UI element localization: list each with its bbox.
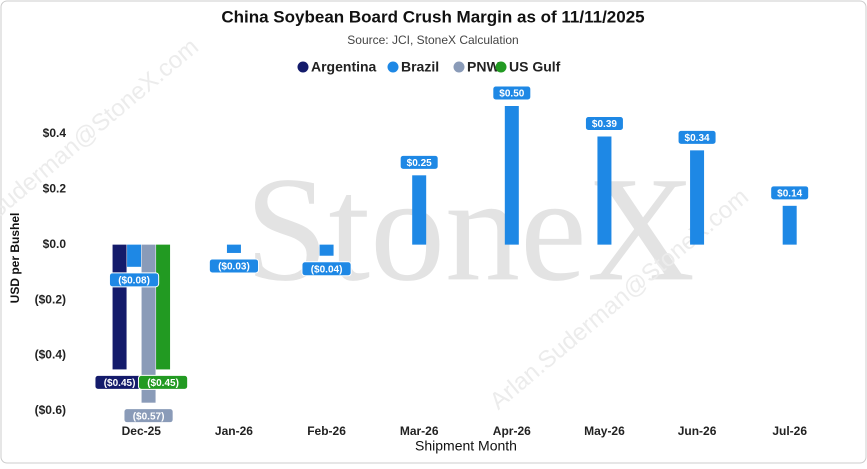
value-label-box (770, 185, 810, 201)
value-label-box (123, 408, 174, 424)
legend-label: Brazil (401, 59, 439, 75)
x-tick-label: Dec-25 (122, 424, 162, 438)
value-label: $0.39 (592, 119, 617, 130)
x-tick-label: Apr-26 (493, 424, 531, 438)
bar (226, 244, 241, 253)
x-tick-label: Jul-26 (772, 424, 807, 438)
value-label-box (208, 258, 260, 274)
legend-swatch (387, 61, 399, 73)
value-label: $0.14 (777, 188, 802, 199)
bar (690, 150, 705, 245)
bar (504, 106, 519, 245)
x-axis-title: Shipment Month (415, 438, 517, 454)
y-tick-label: ($0.6) (35, 403, 66, 417)
legend-label: PNW (467, 59, 500, 75)
x-tick-label: Jan-26 (215, 424, 253, 438)
x-tick-label: Feb-26 (307, 424, 346, 438)
x-tick-label: Jun-26 (678, 424, 717, 438)
value-label: ($0.04) (311, 264, 343, 275)
value-label: $0.50 (499, 89, 524, 100)
legend-swatch (495, 61, 507, 73)
value-label-box (137, 374, 189, 390)
value-label-box (492, 85, 532, 101)
y-tick-label: ($0.4) (35, 348, 66, 362)
bar (782, 205, 797, 245)
legend-swatch (297, 61, 309, 73)
bar (127, 244, 142, 267)
bar (412, 175, 427, 245)
chart-subtitle: Source: JCI, StoneX Calculation (347, 33, 518, 47)
value-label: ($0.57) (133, 411, 165, 422)
legend-label: US Gulf (509, 59, 561, 75)
value-label: $0.34 (685, 133, 710, 144)
bar (112, 244, 127, 370)
legend-label: Argentina (311, 59, 377, 75)
value-label: $0.25 (407, 158, 432, 169)
bar (597, 136, 612, 245)
watermark: StoneX (245, 146, 695, 312)
x-tick-label: Mar-26 (400, 424, 439, 438)
y-axis-title: USD per Bushel (8, 213, 22, 304)
legend-swatch (453, 61, 465, 73)
x-tick-label: May-26 (584, 424, 625, 438)
value-label-box (399, 154, 439, 170)
bar (319, 244, 334, 256)
value-label: ($0.45) (104, 378, 136, 389)
chart-title: China Soybean Board Crush Margin as of 1… (221, 7, 644, 26)
y-tick-label: $0.4 (43, 126, 67, 140)
value-label: ($0.03) (218, 262, 250, 273)
value-label: ($0.08) (118, 275, 150, 286)
y-tick-label: ($0.2) (35, 292, 66, 306)
y-tick-label: $0.0 (43, 237, 67, 251)
bar (156, 244, 171, 370)
y-tick-label: $0.2 (43, 181, 67, 195)
value-label: ($0.45) (147, 378, 179, 389)
value-label-box (301, 261, 352, 277)
value-label-box (584, 116, 624, 131)
value-label-box (108, 272, 160, 288)
value-label-box (677, 129, 717, 145)
